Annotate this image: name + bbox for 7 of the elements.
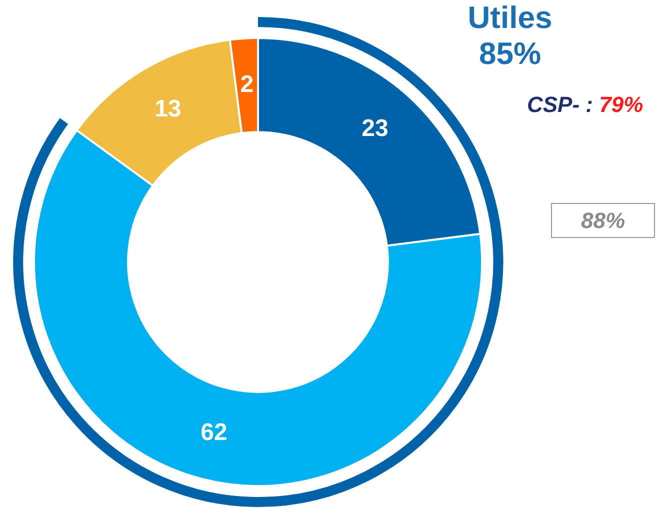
- text: Utiles 85%: [466, 0, 554, 72]
- text: CSP- : 79%: [527, 92, 644, 117]
- data-label: 62: [200, 419, 228, 446]
- data-label: 23: [362, 114, 388, 142]
- data-label: 13: [154, 95, 182, 122]
- data-label: 2: [240, 71, 254, 98]
- text: 88%: [551, 203, 655, 238]
